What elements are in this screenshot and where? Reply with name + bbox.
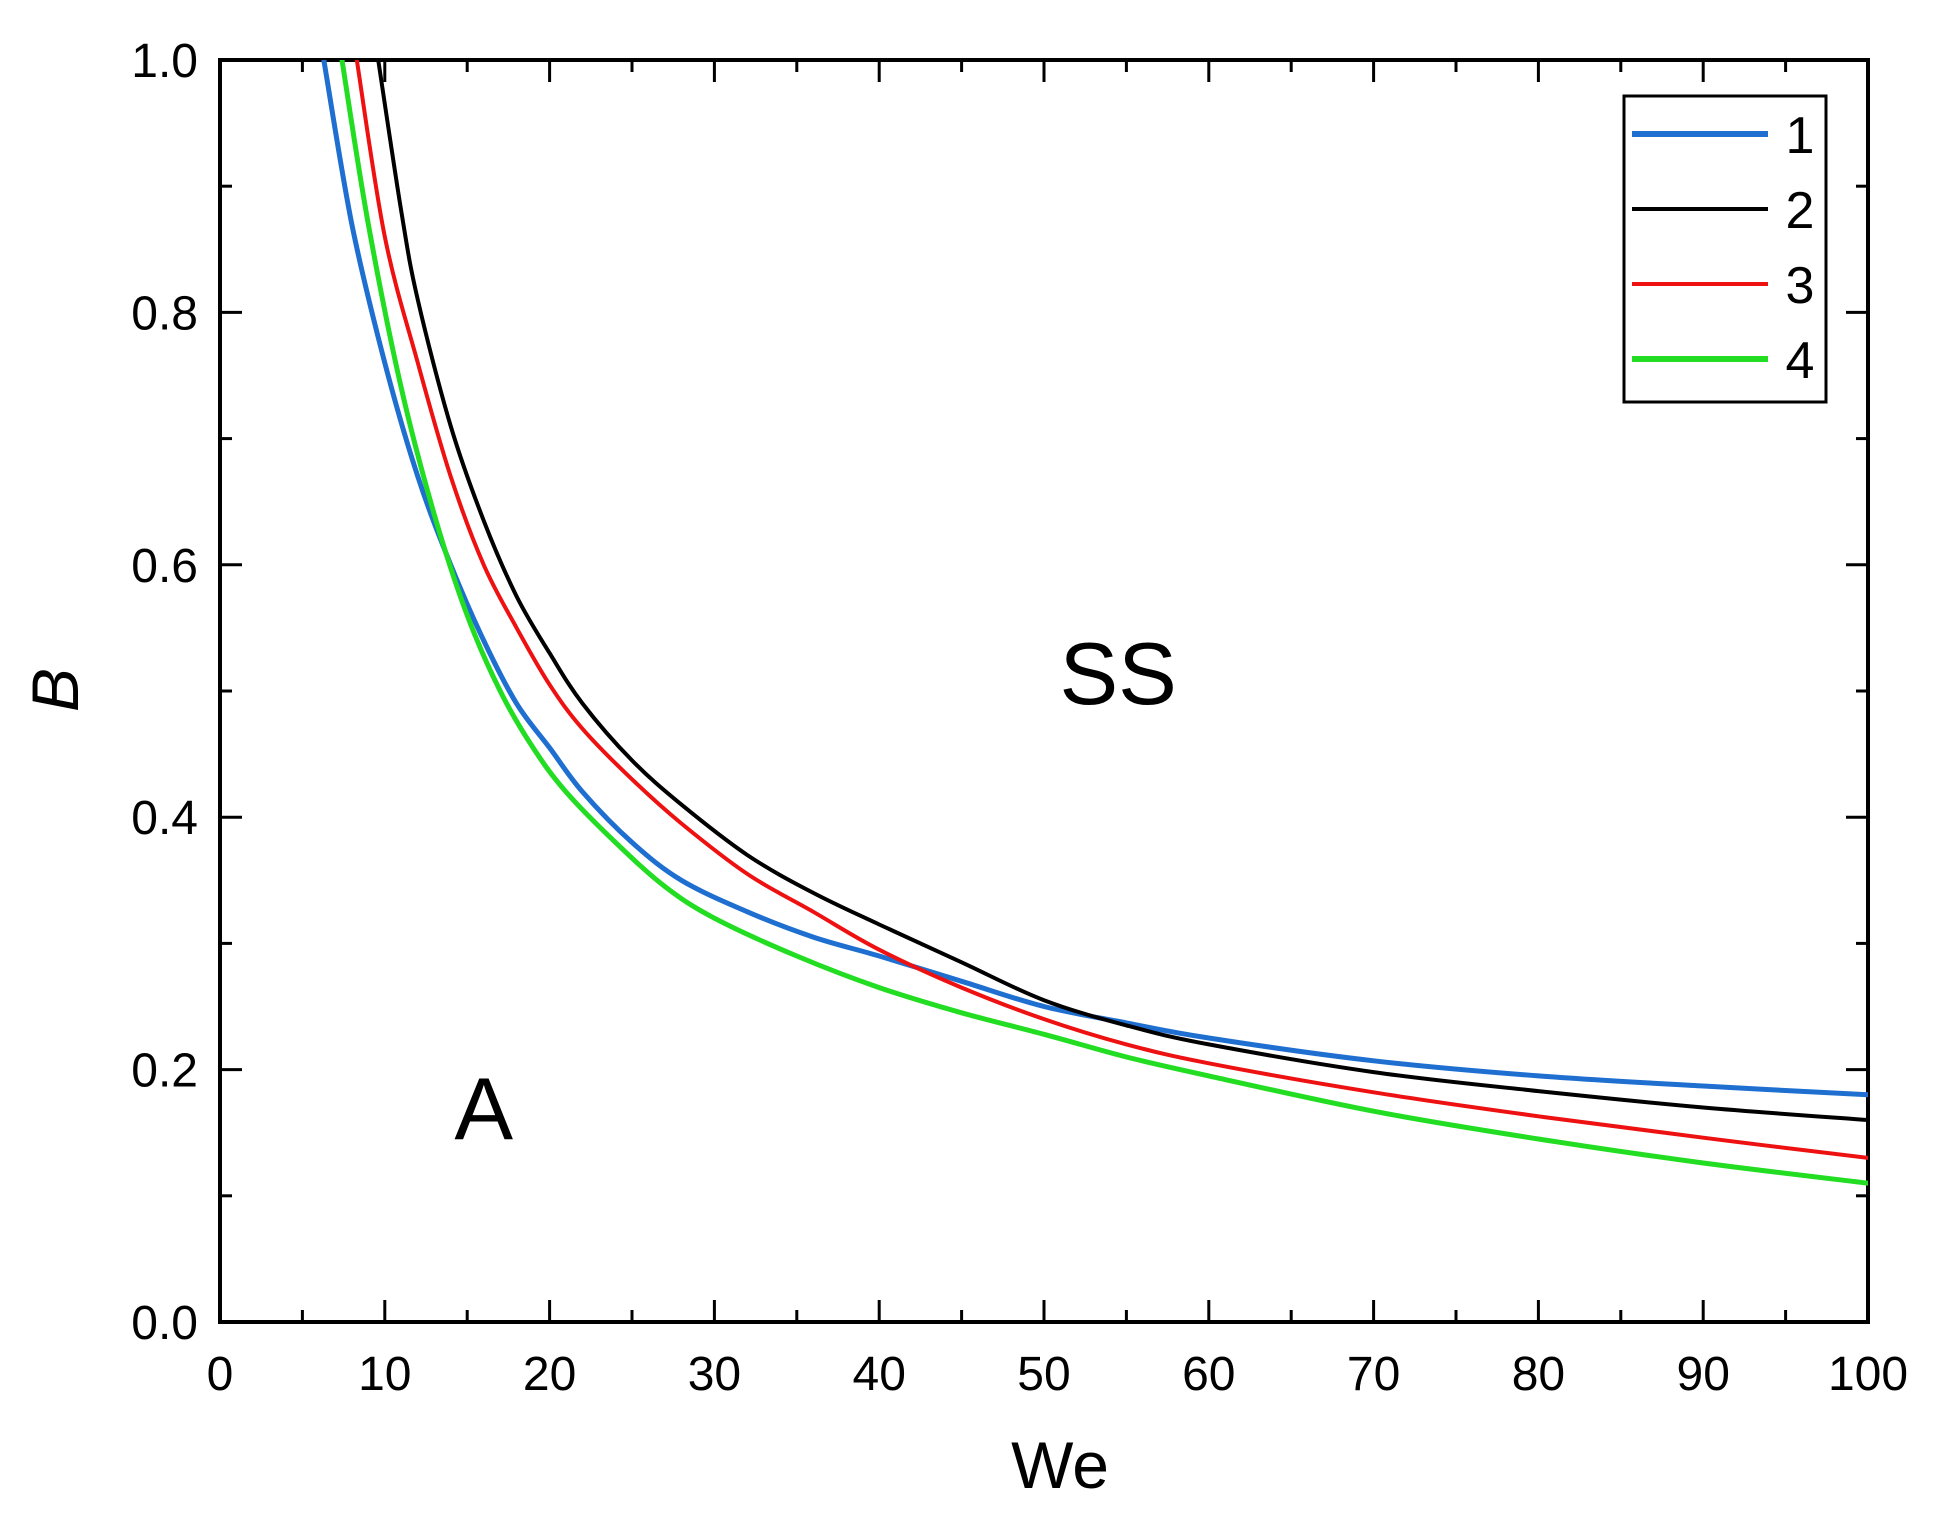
x-tick-label: 30 <box>688 1348 741 1401</box>
legend-label-3: 3 <box>1786 257 1815 315</box>
series-4-line <box>339 60 1868 1186</box>
y-tick-label: 0.6 <box>131 540 198 593</box>
series-3-line <box>354 60 1868 1160</box>
y-tick-label: 0.8 <box>131 287 198 340</box>
x-tick-label: 10 <box>358 1348 411 1401</box>
x-tick-label: 0 <box>207 1348 234 1401</box>
y-axis-title: B <box>18 668 92 712</box>
y-tick-label: 0.4 <box>131 792 198 845</box>
legend-label-1: 1 <box>1786 107 1815 165</box>
x-tick-label: 40 <box>853 1348 906 1401</box>
series-2-line <box>376 60 1868 1123</box>
y-tick-label: 0.0 <box>131 1297 198 1350</box>
legend: 1 2 3 4 <box>1622 94 1828 404</box>
x-tick-label: 60 <box>1182 1348 1235 1401</box>
series-1-line <box>321 60 1868 1098</box>
curve-layer <box>321 60 1868 1186</box>
x-tick-label: 50 <box>1017 1348 1070 1401</box>
legend-label-4: 4 <box>1786 332 1815 390</box>
legend-box <box>1622 94 1828 404</box>
annotation-layer: SS A <box>454 624 1177 1158</box>
x-tick-label: 100 <box>1828 1348 1908 1401</box>
x-tick-label: 80 <box>1512 1348 1565 1401</box>
region-label-ss: SS <box>1059 624 1176 723</box>
x-tick-label: 70 <box>1347 1348 1400 1401</box>
y-tick-label: 0.2 <box>131 1045 198 1098</box>
x-axis-title: We <box>1011 1428 1109 1502</box>
axis-ticks <box>218 58 1870 1324</box>
region-label-a: A <box>454 1059 513 1158</box>
x-tick-label: 20 <box>523 1348 576 1401</box>
legend-label-2: 2 <box>1786 182 1815 240</box>
y-tick-label: 1.0 <box>131 35 198 88</box>
x-tick-label: 90 <box>1677 1348 1730 1401</box>
tick-labels: 0 10 20 30 40 50 60 70 80 90 100 0.0 0.2 0.4 0.6 0.8 1.0 <box>131 35 1908 1401</box>
